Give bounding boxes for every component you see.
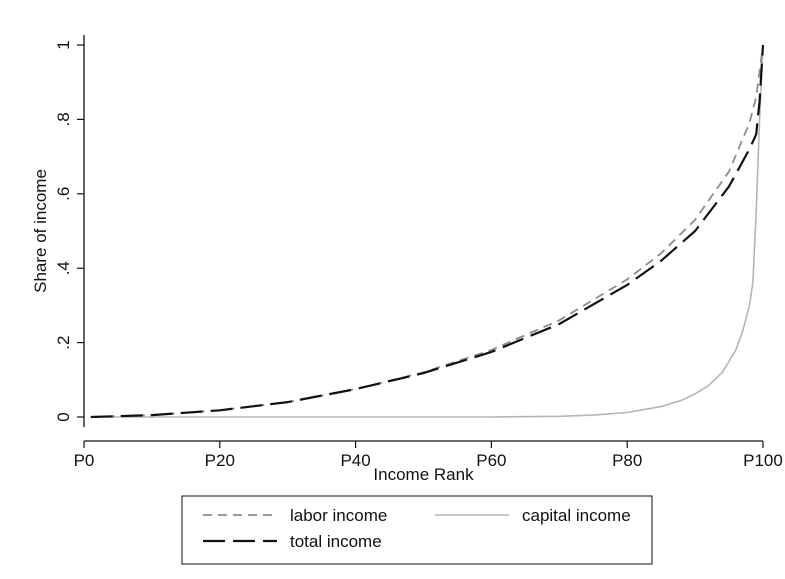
x-tick-label: P60 — [476, 451, 506, 470]
y-axis-title: Share of income — [31, 169, 50, 293]
series-line-capital-income — [90, 44, 764, 418]
y-tick-label: 1 — [54, 40, 73, 49]
x-tick-label: P0 — [74, 451, 95, 470]
y-axis-ticks: 0 .2 .4 .6 .8 1 — [54, 40, 84, 422]
x-tick-label: P40 — [340, 451, 370, 470]
figure-background — [10, 10, 775, 570]
legend-label-total-income: total income — [290, 532, 382, 551]
x-axis-ticks: P0 P20 P40 P60 P80 P100 — [74, 441, 783, 470]
legend-box — [181, 495, 653, 565]
series-line-total-income — [90, 44, 765, 419]
y-tick-label: 0 — [54, 412, 73, 421]
y-tick-label: .2 — [54, 336, 73, 350]
x-axis-title: Income Rank — [373, 465, 474, 484]
x-tick-label: P100 — [743, 451, 783, 470]
legend-label-labor-income: labor income — [290, 506, 387, 525]
x-tick-label: P80 — [612, 451, 642, 470]
y-tick-label: .6 — [54, 187, 73, 201]
legend-label-capital-income: capital income — [522, 506, 631, 525]
y-tick-label: .8 — [54, 112, 73, 126]
y-tick-label: .4 — [54, 261, 73, 275]
x-tick-label: P20 — [205, 451, 235, 470]
series-layer — [90, 44, 765, 419]
legend: labor income capital income total income — [181, 495, 653, 565]
